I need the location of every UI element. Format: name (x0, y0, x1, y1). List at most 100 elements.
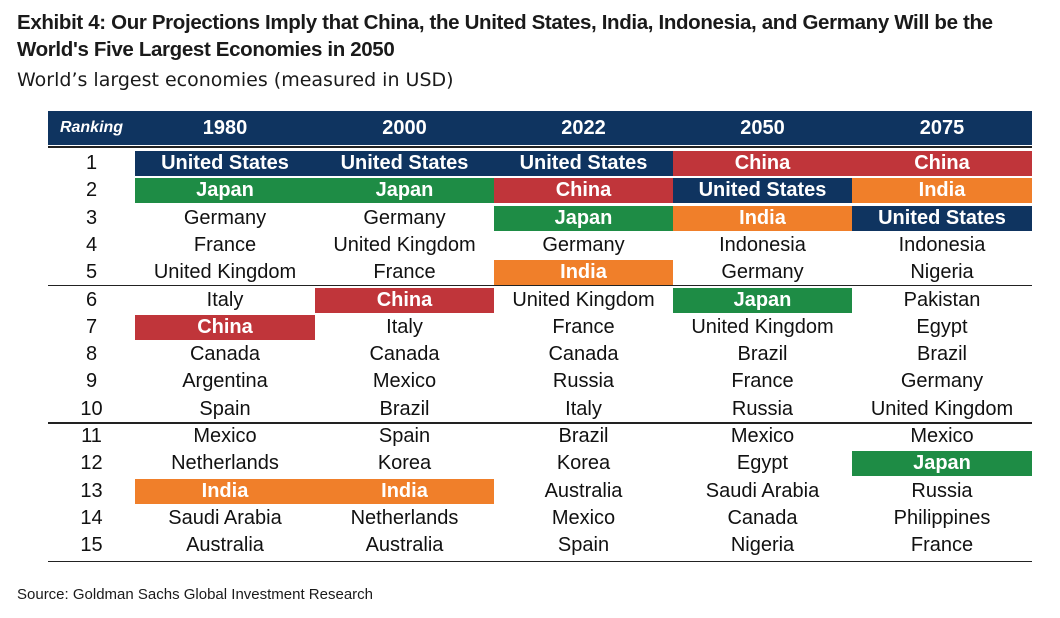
table-row: 14 Saudi Arabia Netherlands Mexico Canada Phi… (48, 505, 1032, 532)
country-cell-canada: Canada (189, 343, 261, 366)
country-cell-china: China (852, 151, 1032, 176)
country-cell-france: France (910, 534, 974, 557)
country-cell-mexico: Mexico (730, 425, 795, 447)
country-cell-china: China (494, 178, 673, 204)
country-cell-brazil: Brazil (916, 343, 967, 366)
header-year-2022: 2022 (561, 117, 606, 139)
table-row: 2 Japan Japan China United States India (48, 177, 1032, 204)
country-cell-japan: Japan (673, 287, 852, 313)
country-cell-saudi-arabia: Saudi Arabia (705, 479, 820, 502)
country-cell-united-states: United States (852, 205, 1032, 231)
rank-cell: 7 (85, 315, 98, 338)
country-cell-nigeria: Nigeria (730, 534, 795, 557)
country-cell-russia: Russia (731, 397, 794, 420)
country-cell-egypt: Egypt (916, 315, 968, 338)
country-cell-canada: Canada (548, 343, 619, 366)
country-cell-russia: Russia (911, 479, 973, 502)
table-row: 4 France United Kingdom Germany Indonesia Ind… (48, 232, 1032, 259)
country-cell-united-kingdom: United Kingdom (153, 261, 297, 284)
header-year-2050: 2050 (740, 117, 785, 139)
country-cell-germany: Germany (721, 261, 804, 284)
country-cell-australia: Australia (365, 534, 444, 557)
country-cell-saudi-arabia: Saudi Arabia (168, 506, 282, 529)
country-cell-korea: Korea (556, 452, 611, 475)
country-cell-china: China (135, 314, 315, 340)
country-cell-nigeria: Nigeria (910, 261, 974, 284)
rank-cell: 12 (80, 452, 103, 475)
country-cell-germany: Germany (183, 206, 267, 229)
country-cell-china: China (315, 287, 494, 313)
country-cell-canada: Canada (727, 506, 798, 529)
country-cell-india: India (135, 478, 315, 504)
country-cell-india: India (673, 205, 852, 231)
group-rule-top5 (48, 284, 1032, 286)
table-row: 10 Spain Brazil Italy Russia United Kingdom (48, 396, 1032, 423)
country-cell-canada: Canada (369, 343, 440, 366)
country-cell-indonesia: Indonesia (898, 233, 986, 256)
country-cell-united-kingdom: United Kingdom (870, 397, 1014, 420)
country-cell-india: India (494, 260, 673, 286)
group-rule-top10 (48, 422, 1032, 424)
header-year-2075: 2075 (919, 117, 965, 139)
country-cell-germany: Germany (363, 206, 446, 229)
country-cell-mexico: Mexico (551, 506, 616, 529)
country-cell-netherlands: Netherlands (171, 452, 279, 475)
header-year-1980: 1980 (202, 117, 248, 139)
table-row: 3 Germany Germany Japan India United States (48, 205, 1032, 232)
country-cell-japan: Japan (852, 451, 1032, 477)
country-cell-united-states: United States (494, 151, 673, 176)
country-cell-united-states: United States (315, 151, 494, 176)
table-row: 9 Argentina Mexico Russia France Germany (48, 368, 1032, 395)
rank-cell: 4 (85, 233, 98, 256)
country-cell-italy: Italy (565, 397, 602, 420)
country-cell-united-states: United States (135, 151, 315, 176)
country-cell-australia: Australia (186, 534, 264, 557)
table-row: 7 China Italy France United Kingdom Egypt (48, 314, 1032, 341)
table-row: 5 United Kingdom France India Germany Nigeria (48, 259, 1032, 286)
source-note: Source: Goldman Sachs Global Investment … (17, 586, 374, 603)
rank-cell: 9 (85, 370, 98, 393)
table-row: 6 Italy China United Kingdom Japan Pakistan (48, 287, 1032, 314)
chart-title: Exhibit 4: Our Projections Imply that Ch… (17, 11, 993, 61)
country-cell-united-kingdom: United Kingdom (333, 233, 476, 256)
country-cell-japan: Japan (315, 178, 494, 204)
header-rule (48, 146, 1032, 148)
rank-cell: 13 (80, 479, 103, 502)
country-cell-india: India (852, 178, 1032, 204)
country-cell-france: France (193, 233, 257, 256)
country-cell-germany: Germany (542, 233, 625, 256)
country-cell-argentina: Argentina (182, 370, 268, 393)
chart-subtitle: World’s largest economies (measured in U… (17, 69, 454, 91)
rank-cell: 6 (85, 288, 98, 311)
header-year-2000: 2000 (382, 117, 427, 139)
country-cell-pakistan: Pakistan (903, 288, 981, 311)
country-cell-france: France (373, 261, 436, 284)
rank-cell: 10 (80, 397, 103, 420)
country-cell-korea: Korea (377, 452, 432, 475)
country-cell-united-kingdom: United Kingdom (691, 315, 834, 338)
rank-cell: 3 (85, 206, 98, 229)
country-cell-brazil: Brazil (379, 397, 430, 420)
country-cell-united-states: United States (673, 178, 852, 204)
country-cell-italy: Italy (386, 315, 423, 338)
country-cell-united-kingdom: United Kingdom (512, 288, 655, 311)
table-row: 12 Netherlands Korea Korea Egypt Japan (48, 450, 1032, 477)
table-bottom-rule (48, 560, 1032, 562)
country-cell-japan: Japan (494, 205, 673, 231)
country-cell-france: France (552, 315, 615, 338)
table-row: 8 Canada Canada Canada Brazil Brazil (48, 341, 1032, 368)
country-cell-spain: Spain (199, 397, 251, 420)
country-cell-brazil: Brazil (737, 343, 788, 366)
country-cell-france: France (731, 370, 794, 393)
country-cell-russia: Russia (552, 370, 615, 393)
table-row: 13 India India Australia Saudi Arabia Russia (48, 478, 1032, 505)
rank-cell: 15 (80, 534, 103, 557)
country-cell-italy: Italy (206, 288, 244, 311)
rank-cell: 11 (81, 425, 102, 447)
country-cell-netherlands: Netherlands (350, 506, 459, 529)
country-cell-mexico: Mexico (372, 370, 437, 393)
country-cell-australia: Australia (544, 479, 623, 502)
country-cell-egypt: Egypt (736, 452, 789, 475)
country-cell-brazil: Brazil (558, 425, 609, 447)
rank-cell: 5 (85, 261, 98, 284)
